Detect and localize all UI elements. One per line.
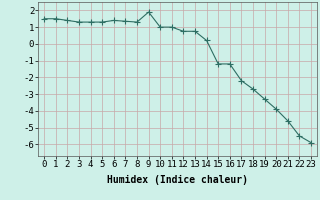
X-axis label: Humidex (Indice chaleur): Humidex (Indice chaleur) [107,175,248,185]
